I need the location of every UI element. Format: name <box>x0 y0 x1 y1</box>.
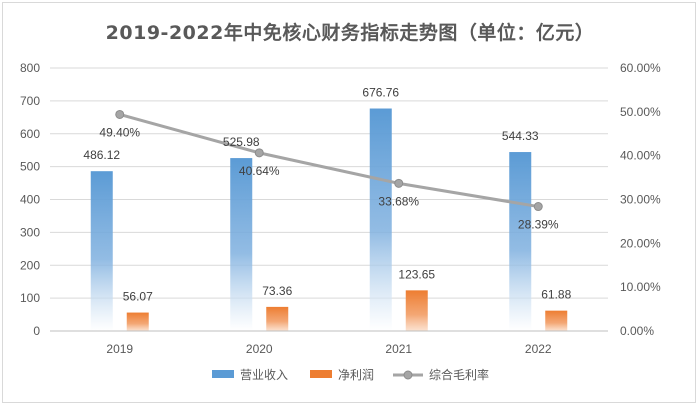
line-point <box>394 178 404 188</box>
data-labels: 486.12 525.98 676.76 544.33 56.07 73.36 123.65… <box>83 86 571 304</box>
y-tick-label: 400 <box>20 193 40 207</box>
line-综合毛利率 <box>119 113 539 209</box>
y2-tick-label: 50.00% <box>620 105 661 119</box>
line-point <box>254 148 264 158</box>
data-label: 525.98 <box>223 135 260 149</box>
legend-label: 营业收入 <box>240 368 288 382</box>
y-tick-label: 200 <box>20 258 40 272</box>
chart-frame <box>2 2 696 403</box>
line-series <box>115 109 543 212</box>
data-label: 33.68% <box>378 194 419 208</box>
y-tick-label: 700 <box>20 94 40 108</box>
x-tick-label: 2019 <box>106 342 133 356</box>
bar-营业收入 <box>369 108 392 331</box>
data-label: 73.36 <box>262 284 292 298</box>
y-tick-label: 0 <box>33 324 40 338</box>
x-tick-label: 2021 <box>385 342 412 356</box>
y2-tick-label: 30.00% <box>620 193 661 207</box>
y-tick-label: 600 <box>20 127 40 141</box>
line-point <box>533 202 543 212</box>
legend-label: 净利润 <box>338 368 374 382</box>
axes: 0 100 200 300 400 500 600 700 800 0.00% 10.00% 20.0… <box>20 61 661 356</box>
y2-tick-label: 20.00% <box>620 236 661 250</box>
bar-净利润 <box>545 310 568 331</box>
data-label: 123.65 <box>398 267 435 281</box>
bar-营业收入 <box>509 152 532 331</box>
data-label: 28.39% <box>518 218 559 232</box>
y2-tick-label: 40.00% <box>620 149 661 163</box>
y2-tick-label: 10.00% <box>620 280 661 294</box>
x-tick-label: 2022 <box>525 342 552 356</box>
line-point <box>115 109 125 119</box>
bar-营业收入 <box>230 158 253 331</box>
legend: 营业收入 净利润 综合毛利率 <box>212 367 489 382</box>
data-label: 56.07 <box>123 290 153 304</box>
bar-净利润 <box>126 312 149 331</box>
data-label: 61.88 <box>541 288 571 302</box>
data-label: 486.12 <box>83 148 120 162</box>
data-label: 40.64% <box>239 164 280 178</box>
data-label: 49.40% <box>99 125 140 139</box>
x-tick-label: 2020 <box>246 342 273 356</box>
chart-title: 2019-2022年中免核心财务指标走势图（单位：亿元） <box>105 22 595 44</box>
legend-marker <box>403 370 413 380</box>
y-tick-label: 800 <box>20 61 40 75</box>
legend-label: 综合毛利率 <box>429 367 489 382</box>
y2-tick-label: 0.00% <box>620 324 654 338</box>
y-tick-label: 100 <box>20 291 40 305</box>
bar-营业收入 <box>90 171 113 331</box>
legend-swatch <box>310 370 332 378</box>
y-tick-label: 500 <box>20 160 40 174</box>
legend-swatch <box>212 370 234 378</box>
bar-净利润 <box>405 290 428 331</box>
y2-tick-label: 60.00% <box>620 61 661 75</box>
bar-净利润 <box>266 306 289 331</box>
data-label: 544.33 <box>502 129 539 143</box>
y-tick-label: 300 <box>20 225 40 239</box>
data-label: 676.76 <box>362 86 399 100</box>
bars <box>90 108 568 331</box>
